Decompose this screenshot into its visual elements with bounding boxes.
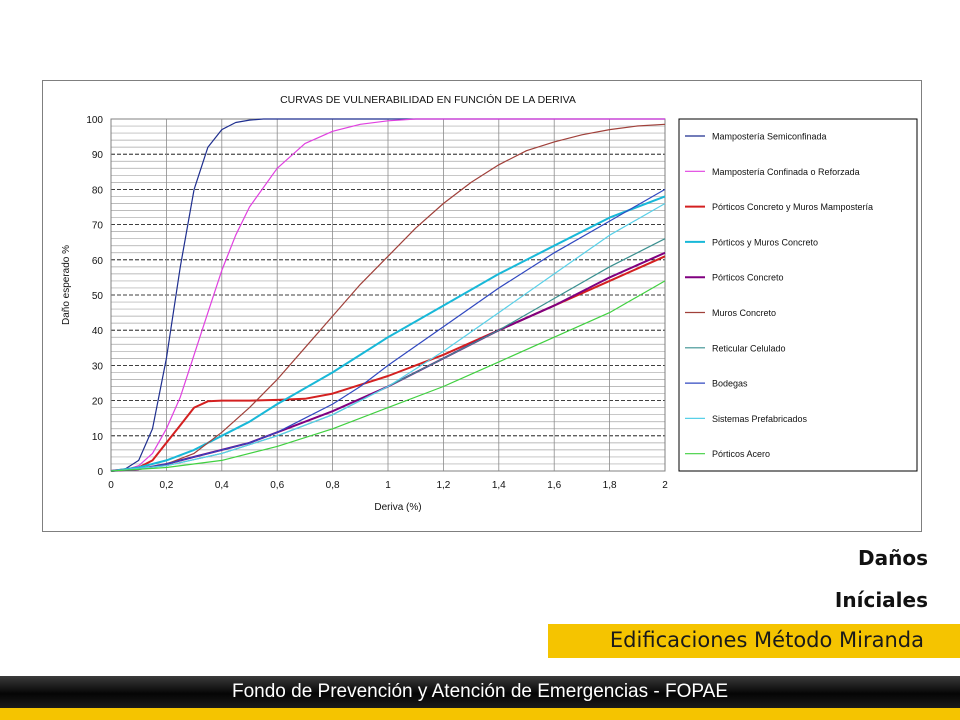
legend-label: Bodegas: [712, 379, 748, 389]
y-axis-label: Daño esperado %: [61, 245, 72, 325]
footer-stripe: [0, 708, 960, 720]
series-line-6: [110, 123, 666, 472]
y-tick-label: 30: [92, 361, 104, 372]
x-axis-label: Deriva (%): [374, 502, 421, 513]
series-line-1: [110, 118, 665, 472]
x-tick-label: 1,4: [492, 480, 506, 491]
vulnerability-chart: CURVAS DE VULNERABILIDAD EN FUNCIÓN DE L…: [61, 93, 918, 513]
slide-title-line-1: Daños: [858, 546, 928, 570]
x-tick-label: 1: [385, 480, 391, 491]
x-tick-label: 0,2: [159, 480, 173, 491]
legend-label: Reticular Celulado: [712, 343, 786, 353]
legend-label: Mampostería Confinada o Reforzada: [712, 167, 860, 177]
subtitle-banner: Edificaciones Método Miranda: [548, 624, 960, 658]
y-tick-label: 10: [92, 432, 104, 443]
x-tick-label: 2: [662, 480, 668, 491]
y-tick-label: 60: [92, 256, 104, 267]
series-lines: [110, 118, 666, 472]
legend-label: Mampostería Semiconfinada: [712, 132, 827, 142]
y-tick-label: 50: [92, 291, 104, 302]
y-tick-label: 20: [92, 397, 104, 408]
chart-title: CURVAS DE VULNERABILIDAD EN FUNCIÓN DE L…: [280, 93, 576, 106]
legend-label: Pórticos y Muros Concreto: [712, 237, 818, 247]
y-tick-label: 80: [92, 185, 104, 196]
slide-title-line-2: Iníciales: [834, 588, 928, 612]
x-tick-label: 0: [108, 480, 114, 491]
legend-label: Pórticos Acero: [712, 449, 770, 459]
x-tick-label: 0,4: [215, 480, 229, 491]
x-tick-label: 1,6: [547, 480, 561, 491]
subtitle-text: Edificaciones Método Miranda: [609, 628, 924, 652]
y-tick-label: 40: [92, 326, 104, 337]
series-line-8: [110, 188, 666, 472]
legend-box: [678, 118, 918, 472]
legend: [678, 118, 918, 472]
legend-label: Sistemas Prefabricados: [712, 414, 808, 424]
x-tick-label: 1,8: [603, 480, 617, 491]
series-line-10: [110, 280, 666, 472]
legend-label: Pórticos Concreto y Muros Mampostería: [712, 202, 873, 212]
y-tick-label: 0: [97, 467, 103, 478]
chart-frame: CURVAS DE VULNERABILIDAD EN FUNCIÓN DE L…: [42, 80, 922, 532]
y-tick-label: 70: [92, 221, 104, 232]
series-line-2: [110, 118, 665, 472]
y-tick-label: 100: [86, 115, 103, 126]
legend-label: Muros Concreto: [712, 308, 776, 318]
footer-text: Fondo de Prevención y Atención de Emerge…: [231, 681, 729, 702]
series-line-9: [110, 202, 666, 472]
legend-label: Pórticos Concreto: [712, 273, 784, 283]
series-line-4: [110, 195, 666, 472]
footer-bar: Fondo de Prevención y Atención de Emerge…: [0, 676, 960, 708]
x-tick-label: 0,8: [326, 480, 340, 491]
x-tick-label: 1,2: [436, 480, 450, 491]
x-tick-label: 0,6: [270, 480, 284, 491]
y-tick-label: 90: [92, 150, 104, 161]
